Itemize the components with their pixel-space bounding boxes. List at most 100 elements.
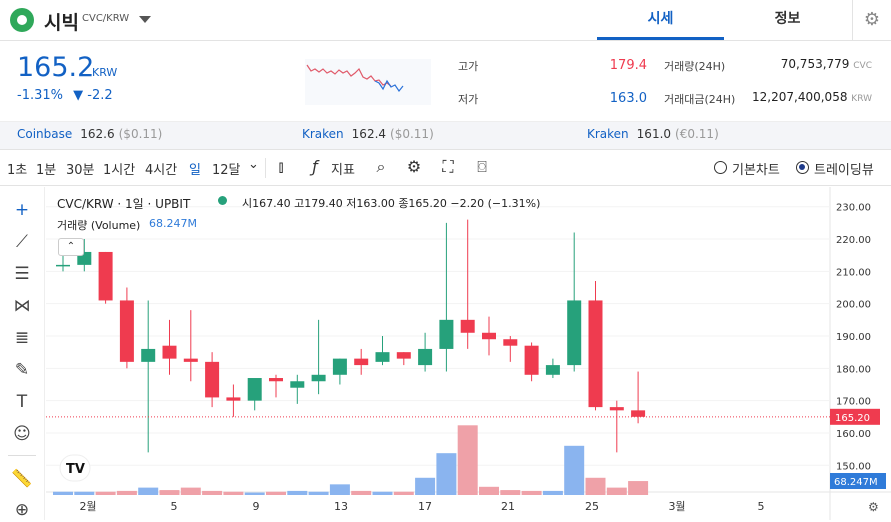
amount-unit: KRW	[851, 94, 872, 104]
coin-pair[interactable]: CVC/KRW	[82, 13, 130, 24]
volume-bar	[372, 491, 393, 495]
crosshair-icon[interactable]: +	[14, 200, 30, 220]
volume-unit: CVC	[853, 61, 872, 71]
amount-value: 12,207,400,058	[752, 90, 848, 104]
exchange-price-item[interactable]: Coinbase 162.6 ($0.11)	[17, 127, 163, 141]
chevron-down-icon[interactable]	[139, 16, 151, 23]
gear-icon: ⚙	[868, 500, 879, 514]
interval-12mo[interactable]: 12달	[212, 163, 241, 178]
x-tick-label: 17	[418, 500, 432, 513]
y-tick-label: 230.00	[836, 203, 871, 214]
last-volume-tag-label: 68.247M	[834, 477, 878, 488]
y-tick-label: 200.00	[836, 300, 871, 311]
settings-icon[interactable]: ⚙	[406, 157, 422, 176]
gear-icon[interactable]: ⚙	[852, 0, 891, 40]
trend-line-icon[interactable]: ⟋	[16, 232, 28, 252]
drawing-toolbar: + ⟋ ☰ ⋈ ≣ ✎ T ☺ 📏 ⊕	[0, 187, 45, 520]
chart-legend-title: CVC/KRW · 1일 · UPBIT	[57, 197, 191, 211]
volume-bar	[542, 490, 563, 495]
x-tick-label: 21	[501, 500, 515, 513]
volume-bar	[606, 487, 627, 495]
fib-icon[interactable]: ≣	[14, 328, 30, 348]
horizontal-lines-icon[interactable]: ☰	[14, 264, 30, 284]
radio-basic-chart[interactable]	[714, 161, 727, 174]
y-tick-label: 160.00	[836, 429, 871, 440]
candlestick-chart[interactable]: 150.00 160.00 170.00 180.00 190.00 200.00 210.…	[46, 187, 891, 520]
candle-body	[226, 397, 241, 401]
volume-bar	[95, 491, 116, 495]
price-unit: KRW	[92, 66, 118, 79]
candle-body	[418, 348, 433, 366]
interval-30m[interactable]: 30분	[66, 163, 95, 178]
candle-body	[631, 410, 646, 417]
y-tick-label: 210.00	[836, 267, 871, 278]
tradingview-label[interactable]: 트레이딩뷰	[814, 163, 874, 178]
header	[0, 0, 891, 41]
interval-1d[interactable]: 일	[189, 163, 201, 178]
volume-bar	[74, 491, 95, 495]
change-amount: ▼ -2.2	[73, 88, 113, 103]
fullscreen-icon[interactable]: ⛶	[442, 157, 454, 176]
zoom-in-icon[interactable]: ⊕	[14, 500, 30, 520]
tab-info[interactable]: 정보	[774, 11, 801, 27]
interval-1s[interactable]: 1초	[7, 163, 28, 178]
candle-body	[460, 319, 475, 333]
divider	[265, 158, 266, 178]
volume-bar	[479, 486, 499, 495]
basic-chart-label[interactable]: 기본차트	[732, 163, 780, 178]
interval-1m[interactable]: 1분	[36, 163, 57, 178]
candle-body	[567, 300, 582, 366]
tab-market[interactable]: 시세	[597, 0, 724, 40]
y-tick-label: 170.00	[836, 397, 871, 408]
candle-body	[290, 381, 305, 388]
tradingview-logo-icon: TV	[66, 462, 85, 477]
fx-icon[interactable]: ƒ	[312, 157, 318, 176]
low-label: 저가	[458, 93, 479, 106]
change-percent: -1.31%	[17, 88, 63, 103]
chevron-down-icon[interactable]: ⌄	[248, 157, 259, 172]
candle-body	[269, 378, 283, 382]
volume-bar	[564, 445, 585, 495]
candle-body	[141, 348, 156, 362]
x-tick-label: 25	[585, 500, 599, 513]
x-tick-label: 5	[758, 500, 765, 513]
pattern-icon[interactable]: ⋈	[13, 296, 31, 316]
compare-icon[interactable]: ⌕	[376, 157, 386, 176]
candle-body	[439, 319, 454, 349]
candle-type-icon[interactable]: ⫾	[278, 157, 284, 176]
radio-tradingview[interactable]	[796, 161, 809, 174]
collapse-legend-button[interactable]: ⌃	[58, 238, 84, 256]
last-price-tag	[830, 408, 880, 425]
status-dot	[218, 196, 227, 205]
candle-body	[98, 251, 113, 301]
interval-1h[interactable]: 1시간	[103, 163, 136, 178]
x-tick-label: 2월	[79, 500, 96, 513]
last-price-tag-label: 165.20	[835, 413, 870, 424]
volume-24h: 70,753,779 CVC	[720, 57, 872, 71]
y-tick-label: 220.00	[836, 235, 871, 246]
amount-label: 거래대금(24H)	[664, 93, 736, 106]
volume-bar	[223, 491, 244, 495]
interval-4h[interactable]: 4시간	[145, 163, 178, 178]
x-tick-label: 5	[171, 500, 178, 513]
chart-toolbar: 1초 1분 30분 1시간 4시간 일 12달 ⌄ ⫾ ƒ 지표 ⌕ ⚙ ⛶ ⌼…	[0, 150, 891, 186]
exchange-price-item[interactable]: Kraken 162.4 ($0.11)	[302, 127, 434, 141]
ruler-icon[interactable]: 📏	[11, 469, 33, 489]
volume-legend-label: 거래량 (Volume)	[57, 219, 141, 232]
brush-icon[interactable]: ✎	[14, 360, 30, 380]
x-tick-label: 13	[334, 500, 348, 513]
divider	[8, 455, 36, 456]
candle-body	[119, 300, 134, 362]
text-icon[interactable]: T	[16, 392, 28, 412]
y-tick-label: 150.00	[836, 461, 871, 472]
emoji-icon[interactable]: ☺	[13, 424, 31, 444]
indicator-button[interactable]: 지표	[331, 163, 355, 178]
coin-name[interactable]: 시빅	[44, 12, 79, 34]
volume-bar	[415, 477, 436, 495]
candle-body	[396, 352, 411, 359]
exchange-price-item[interactable]: Kraken 161.0 (€0.11)	[587, 127, 719, 141]
candle-body	[354, 358, 369, 366]
current-price: 165.2	[17, 52, 95, 83]
camera-icon[interactable]: ⌼	[477, 157, 487, 176]
x-tick-label: 3월	[668, 500, 685, 513]
